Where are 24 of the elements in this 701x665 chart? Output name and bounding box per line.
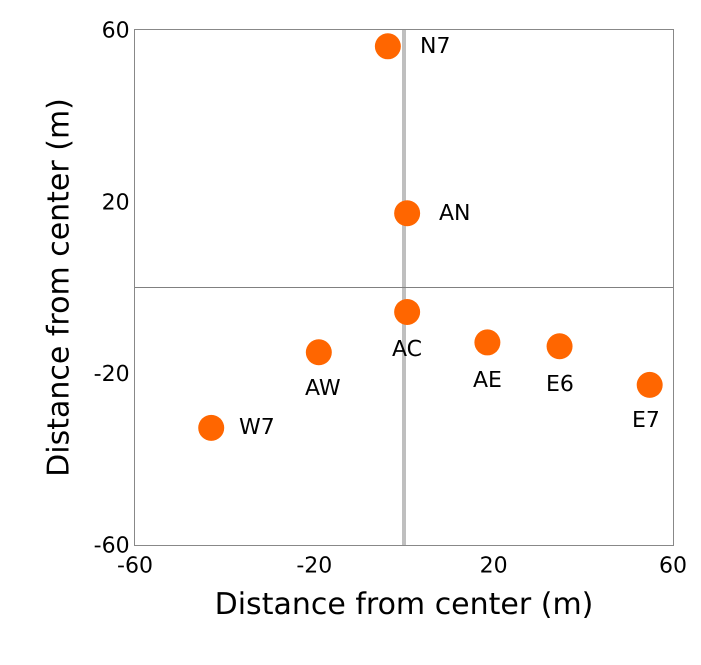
point	[374, 33, 401, 60]
annotation: AN	[439, 201, 471, 226]
annotation: E7	[632, 408, 660, 433]
x-axis-title: Distance from center (m)	[214, 586, 594, 622]
y-tick-label: 20	[102, 190, 130, 216]
point	[636, 372, 663, 398]
x-tick-label: 20	[480, 553, 508, 578]
annotation: N7	[420, 34, 450, 59]
point	[198, 414, 224, 441]
annotation: W7	[239, 415, 275, 440]
x-tick-label: 60	[659, 553, 687, 578]
point	[306, 339, 332, 366]
annotation: AW	[305, 376, 341, 401]
y-axis-title: Distance from center (m)	[42, 98, 77, 477]
y-tick-label: -20	[94, 362, 130, 388]
x-tick-label: -20	[296, 553, 332, 578]
annotation: AE	[473, 368, 502, 393]
y-tick-label: 60	[102, 18, 130, 44]
point	[474, 329, 500, 356]
point	[394, 200, 420, 226]
annotation: AC	[392, 337, 422, 362]
point	[546, 333, 573, 360]
annotation: E6	[546, 372, 574, 397]
point	[394, 298, 420, 325]
